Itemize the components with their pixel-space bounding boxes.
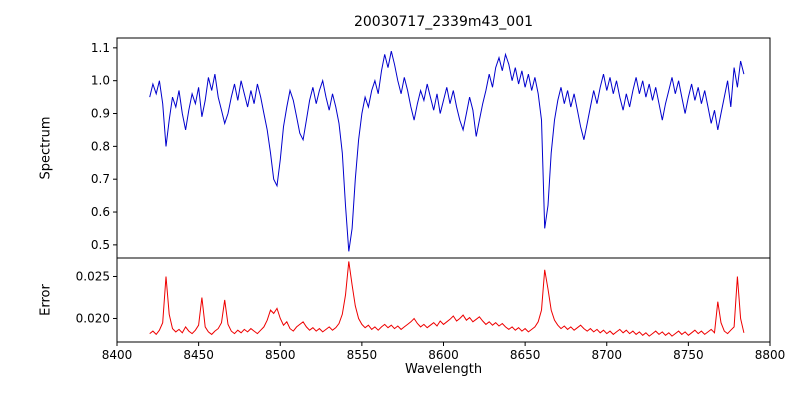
error-series-line [149, 261, 745, 337]
spectrum-plot-frame [116, 37, 771, 259]
spectrum-y-tick-label: 1.1 [91, 41, 110, 55]
x-tick-label: 8650 [510, 348, 541, 362]
x-tick-label: 8800 [755, 348, 786, 362]
spectrum-series-line [149, 50, 745, 252]
spectrum-y-tick-label: 0.5 [91, 238, 110, 252]
spectrum-y-tick-label: 0.6 [91, 205, 110, 219]
x-tick-label: 8550 [347, 348, 378, 362]
error-y-tick-label: 0.020 [76, 311, 110, 325]
x-tick-label: 8750 [673, 348, 704, 362]
x-tick-label: 8450 [183, 348, 214, 362]
x-tick-label: 8700 [591, 348, 622, 362]
spectrum-y-tick-label: 0.9 [91, 107, 110, 121]
x-tick-label: 8500 [265, 348, 296, 362]
error-axis-label: Error [38, 284, 54, 316]
spectrum-axis-label: Spectrum [38, 116, 54, 180]
x-tick-label: 8400 [102, 348, 133, 362]
error-y-tick-label: 0.025 [76, 269, 110, 283]
error-plot-frame [116, 257, 771, 343]
chart-title: 20030717_2339m43_001 [353, 14, 534, 30]
spectrum-y-tick-label: 0.7 [91, 172, 110, 186]
spectrum-y-tick-label: 0.8 [91, 139, 110, 153]
spectrum-y-tick-label: 1.0 [91, 74, 110, 88]
x-tick-label: 8600 [428, 348, 459, 362]
x-axis-label: Wavelength [404, 362, 483, 377]
